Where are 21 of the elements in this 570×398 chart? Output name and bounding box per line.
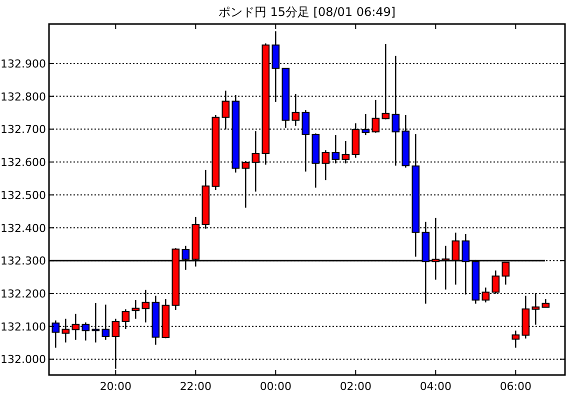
x-tick-label: 22:00 bbox=[180, 380, 212, 393]
y-tick-label: 132.900 bbox=[0, 57, 46, 70]
y-tick-label: 132.400 bbox=[0, 222, 46, 235]
x-tick-label: 04:00 bbox=[420, 380, 452, 393]
x-tick-label: 06:00 bbox=[500, 380, 532, 393]
y-tick-label: 132.200 bbox=[0, 287, 46, 300]
x-tick-label: 00:00 bbox=[260, 380, 292, 393]
y-tick-label: 132.100 bbox=[0, 320, 46, 334]
chart-title: ポンド円 15分足 [08/01 06:49] bbox=[218, 5, 396, 19]
candlestick bbox=[512, 330, 520, 348]
y-tick-label: 132.300 bbox=[0, 254, 46, 268]
candlestick bbox=[102, 304, 110, 340]
y-tick-label: 132.500 bbox=[0, 188, 46, 202]
x-tick-label: 20:00 bbox=[100, 380, 132, 393]
y-tick-label: 132.000 bbox=[0, 353, 46, 366]
y-tick-label: 132.600 bbox=[0, 156, 46, 170]
x-tick-label: 02:00 bbox=[340, 380, 372, 393]
y-tick-label: 132.800 bbox=[0, 90, 46, 104]
candlestick bbox=[132, 299, 140, 320]
y-tick-label: 132.700 bbox=[0, 123, 46, 136]
candlestick bbox=[382, 43, 390, 120]
